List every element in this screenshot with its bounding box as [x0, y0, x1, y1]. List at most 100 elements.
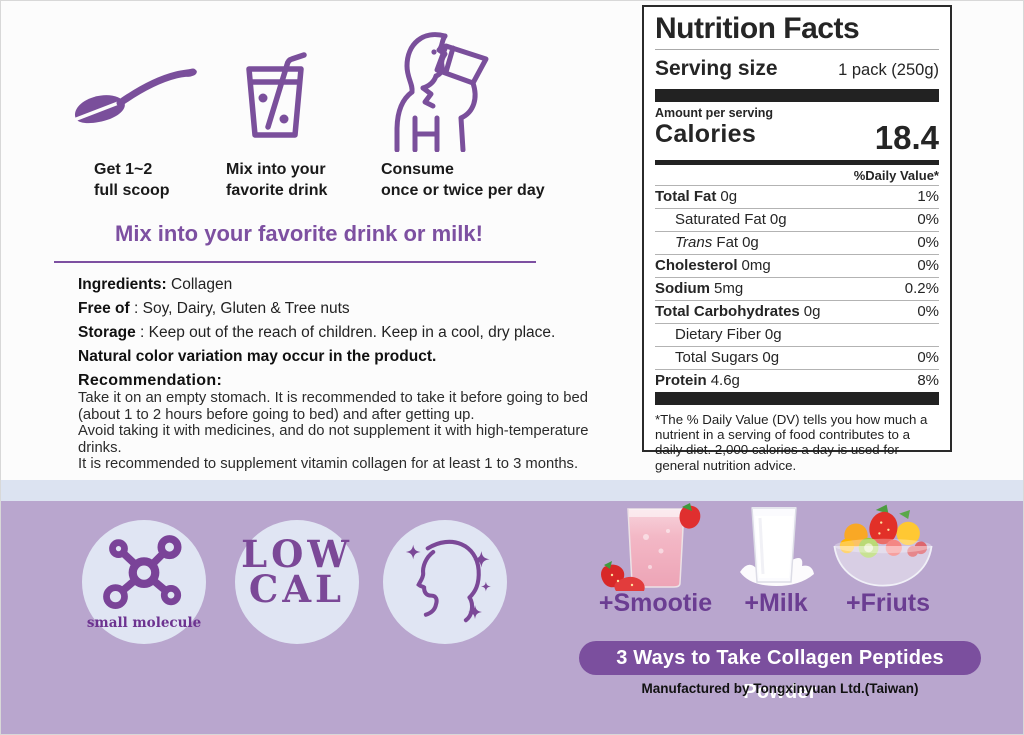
nutrient-dv: 0% [917, 234, 939, 251]
nutrient-amount: 0mg [741, 257, 771, 274]
fruits-label: +Friuts [845, 589, 931, 617]
nutrient-amount: 0g [762, 349, 780, 366]
nutrition-row-trans-fat: Trans Fat 0g 0% [655, 232, 939, 255]
nutrition-row-saturated-fat: Saturated Fat 0g 0% [655, 209, 939, 232]
nutrition-row-total-fat: Total Fat 0g 1% [655, 186, 939, 209]
ingredients-value: Collagen [171, 276, 233, 293]
ingredients-line: Ingredients: Collagen [78, 276, 232, 294]
nutrition-row-total-sugars: Total Sugars 0g 0% [655, 347, 939, 370]
daily-value-header: %Daily Value* [655, 165, 939, 186]
nutrient-name: Cholesterol [655, 257, 738, 274]
nutrient-amount: 0g [720, 188, 738, 205]
smoothie-image [601, 503, 701, 591]
rec-line: Take it on an empty stomach. It is recom… [78, 390, 588, 406]
caption-line: once or twice per day [381, 182, 545, 199]
free-of-line: Free of : Soy, Dairy, Gluten & Tree nuts [78, 300, 350, 318]
caption-line: Consume [381, 161, 454, 178]
recommendation-title: Recommendation: [78, 372, 223, 389]
calories-block: Amount per serving Calories 18.4 [655, 102, 939, 157]
storage-label: Storage [78, 324, 136, 341]
nutrient-name: Saturated Fat [675, 211, 766, 228]
nutrition-row-protein: Protein 4.6g 8% [655, 370, 939, 392]
spoon-icon [73, 68, 197, 124]
caption-line: favorite drink [226, 182, 328, 199]
nutrient-name: Sodium [655, 280, 710, 297]
milk-glass-image [740, 507, 814, 586]
person-drinking-icon [394, 32, 489, 152]
serving-size-value: 1 pack (250g) [838, 61, 939, 79]
calories-value: 18.4 [874, 119, 939, 156]
storage-value: : Keep out of the reach of children. Kee… [140, 324, 556, 341]
strawberry-garnish [679, 503, 701, 529]
low-cal-line: LOW [241, 532, 353, 576]
nutrition-title: Nutrition Facts [655, 11, 939, 50]
nutrition-row-carbohydrates: Total Carbohydrates 0g 0% [655, 301, 939, 324]
fruit-bowl-image [833, 504, 933, 587]
nutrient-amount: 4.6g [710, 372, 740, 389]
free-of-label: Free of [78, 300, 130, 317]
nutrient-amount: 0g [742, 234, 759, 251]
free-of-value: : Soy, Dairy, Gluten & Tree nuts [134, 300, 350, 317]
rec-line: Avoid taking it with medicines, and do n… [78, 423, 589, 439]
nutrition-row-dietary-fiber: Dietary Fiber 0g [655, 324, 939, 347]
caption-line: full scoop [94, 182, 170, 199]
nutrient-amount: 0g [764, 326, 782, 343]
nutrient-name: Dietary Fiber [675, 326, 761, 343]
smoothie-label: +Smootie [598, 589, 713, 617]
nutrition-facts-panel: Nutrition Facts Serving size 1 pack (250… [642, 5, 952, 473]
strawberries [601, 561, 645, 591]
milk-label: +Milk [744, 589, 808, 617]
serving-size-row: Serving size 1 pack (250g) [655, 50, 939, 89]
color-variation-note: Natural color variation may occur in the… [78, 348, 437, 365]
amount-per-serving-label: Amount per serving [655, 106, 774, 120]
divider-line [54, 261, 536, 263]
rec-line: (about 1 to 2 hours before going to bed)… [78, 406, 475, 423]
nutrient-name: Total Carbohydrates [655, 303, 800, 320]
nutrient-name: Total Sugars [675, 349, 759, 366]
rec-line: It is recommended to supplement vitamin … [78, 456, 579, 472]
feature-badge-small-molecule: small molecule [82, 520, 206, 644]
nutrient-amount: 0g [803, 303, 821, 320]
nutrient-dv: 1% [917, 188, 939, 205]
bottom-section: small molecule LOW CAL [1, 501, 1023, 734]
nutrient-amount: 5mg [714, 280, 744, 297]
caption-line: Get 1~2 [94, 161, 153, 178]
ways-banner: 3 Ways to Take Collagen Peptides Powder [579, 641, 981, 703]
nutrient-dv: 0% [917, 349, 939, 366]
fruits [839, 504, 928, 558]
separator-bar [655, 392, 939, 405]
usage-caption-consume: Consume once or twice per day [381, 159, 545, 201]
usage-caption-mix: Mix into your favorite drink [226, 159, 327, 201]
nutrient-name: Protein [655, 372, 707, 389]
nutrient-dv: 0% [917, 257, 939, 274]
recommendation-text: Take it on an empty stomach. It is recom… [78, 390, 589, 473]
nutrient-dv: 8% [917, 372, 939, 389]
storage-line: Storage : Keep out of the reach of child… [78, 324, 555, 342]
feature-badge-beauty [383, 520, 507, 644]
headline: Mix into your favorite drink or milk! [115, 221, 483, 246]
ingredients-label: Ingredients: [78, 276, 167, 293]
divider-band [1, 480, 1023, 501]
caption-line: Mix into your [226, 161, 326, 178]
nutrient-name: Trans [675, 234, 713, 251]
serving-size-label: Serving size [655, 57, 778, 80]
molecule-icon [103, 535, 182, 609]
feature-badge-low-cal: LOW CAL [235, 520, 359, 644]
calories-label: Calories [655, 120, 757, 148]
nutrient-dv: 0.2% [904, 280, 939, 297]
low-cal-line: CAL [248, 567, 346, 612]
face-sparkle-icon [405, 539, 491, 623]
separator-bar [655, 89, 939, 102]
nutrient-dv: 0% [917, 303, 939, 320]
nutrient-name: Fat [716, 234, 739, 251]
nutrition-row-sodium: Sodium 5mg 0.2% [655, 278, 939, 301]
manufacturer-text: Manufactured by Tongxinyuan Ltd.(Taiwan) [641, 681, 919, 696]
nutrition-row-cholesterol: Cholesterol 0mg 0% [655, 255, 939, 278]
daily-value-footnote: *The % Daily Value (DV) tells you how mu… [655, 412, 928, 473]
rec-line: drinks. [78, 439, 122, 456]
usage-caption-scoop: Get 1~2 full scoop [94, 159, 170, 201]
nutrient-name: Total Fat [655, 188, 717, 205]
drink-glass-icon [246, 52, 307, 138]
separator-bar [655, 160, 939, 165]
